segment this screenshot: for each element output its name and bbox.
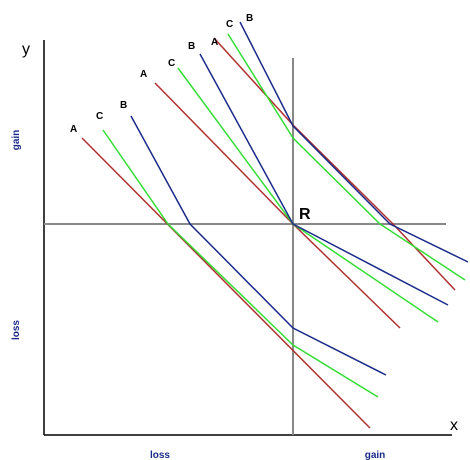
line-c [102,129,379,398]
y-axis-label: y [22,41,30,58]
line-label: C [226,19,233,30]
line-label: B [246,13,253,24]
line-label: B [188,41,195,52]
line-label: A [70,124,77,135]
line-a [154,82,401,329]
point-label: R [299,206,311,223]
line-c [177,67,439,323]
line-label: A [211,37,218,48]
line-label: C [168,58,175,69]
line-label: C [96,111,103,122]
line-label: B [120,100,127,111]
line-b [130,115,387,376]
line-a [81,137,371,429]
x-gain-label: gain [365,450,386,460]
y-gain-label: gain [11,130,22,151]
line-a [213,37,456,291]
line-b [199,53,449,306]
y-loss-label: loss [11,320,22,340]
x-axis-label: x [450,417,458,434]
line-c [227,33,466,281]
line-label: A [140,69,147,80]
line-b [239,21,469,263]
x-loss-label: loss [150,450,170,460]
